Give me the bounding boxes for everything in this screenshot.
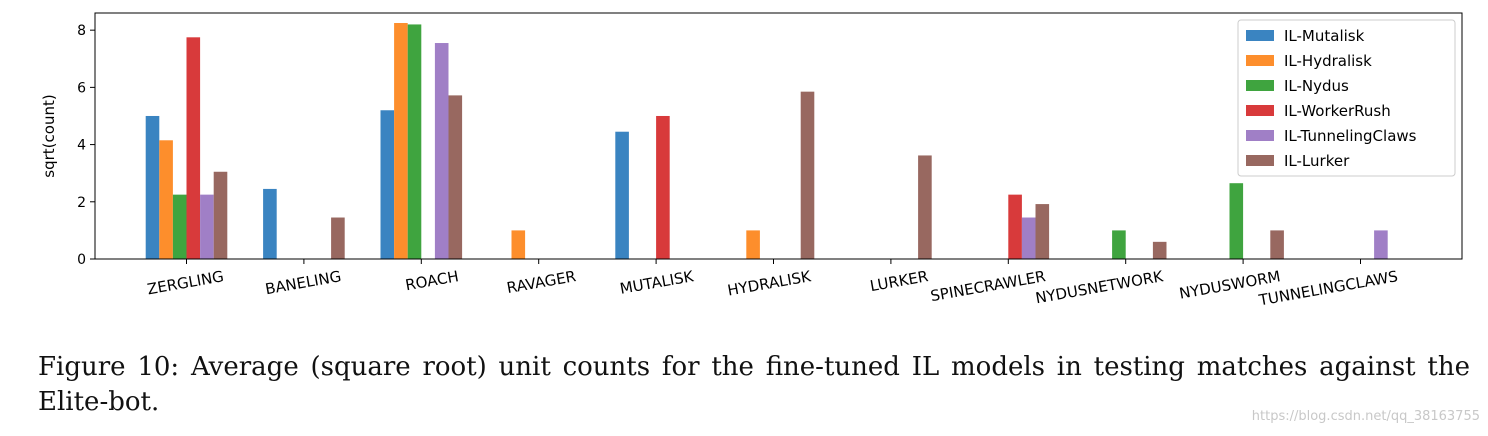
x-tick-label-roach: ROACH [404, 267, 460, 294]
bar-il-tunnelingclaws-spinecrawler [1021, 217, 1036, 259]
bar-il-mutalisk-baneling [263, 188, 277, 259]
plot-frame [94, 12, 1463, 260]
bar-il-lurker-zergling [213, 171, 228, 259]
legend-swatch-il-lurker [1246, 155, 1274, 166]
bar-il-lurker-nydusworm [1270, 230, 1284, 259]
bar-il-hydralisk-roach [394, 23, 408, 260]
bar-chart: 0 2 4 6 8 ZERGLING BANELING ROACH RAVAGER MUTALI… [40, 12, 1463, 310]
bar-il-lurker-spinecrawler [1035, 204, 1050, 259]
y-tick-label: 0 [77, 252, 86, 268]
bar-il-nydus-nydusworm [1229, 183, 1244, 259]
x-tick-label-baneling: BANELING [264, 267, 343, 298]
legend-swatch-il-tunnelingclaws [1246, 130, 1274, 141]
x-tick-label-spinecrawler: SPINECRAWLER [929, 267, 1047, 305]
bar-il-tunnelingclaws-tunnelingclaws [1374, 230, 1388, 259]
legend-label-il-workerrush: IL-WorkerRush [1284, 102, 1391, 120]
y-tick-label: 2 [77, 195, 86, 211]
bar-il-mutalisk-roach [380, 110, 395, 259]
bar-il-hydralisk-ravager [511, 230, 526, 259]
y-tick-label: 6 [77, 80, 86, 96]
legend: IL-Mutalisk IL-Hydralisk IL-Nydus IL-Worker… [1237, 19, 1456, 177]
bar-il-tunnelingclaws-zergling [200, 194, 214, 259]
bar-il-lurker-lurker [918, 155, 932, 259]
bar-il-workerrush-mutalisk [656, 115, 670, 259]
y-tick-label: 4 [77, 138, 86, 154]
legend-swatch-il-workerrush [1246, 105, 1274, 116]
x-tick-label-mutalisk: MUTALISK [618, 267, 695, 298]
bar-il-hydralisk-zergling [159, 140, 173, 259]
x-tick-label-hydralisk: HYDRALISK [726, 267, 813, 300]
bar-il-lurker-hydralisk [800, 91, 815, 259]
legend-box [1237, 19, 1456, 177]
legend-label-il-lurker: IL-Lurker [1284, 152, 1350, 170]
bar-il-nydus-nydusnetwork [1112, 230, 1126, 259]
bar-il-lurker-roach [448, 95, 463, 259]
bars [145, 23, 1388, 260]
bar-il-lurker-nydusnetwork [1152, 241, 1167, 259]
watermark: https://blog.csdn.net/qq_38163755 [1251, 409, 1480, 424]
x-tick-label-lurker: LURKER [869, 267, 930, 295]
legend-label-il-mutalisk: IL-Mutalisk [1284, 27, 1365, 45]
bar-il-mutalisk-mutalisk [615, 131, 629, 259]
legend-label-il-nydus: IL-Nydus [1284, 77, 1349, 95]
y-tick-label: 8 [77, 23, 86, 39]
bar-il-nydus-roach [407, 24, 422, 259]
legend-swatch-il-nydus [1246, 80, 1274, 91]
y-axis: 0 2 4 6 8 [77, 23, 95, 268]
legend-swatch-il-hydralisk [1246, 55, 1274, 66]
legend-label-il-hydralisk: IL-Hydralisk [1284, 52, 1372, 70]
bar-il-workerrush-spinecrawler [1008, 194, 1022, 259]
bar-il-mutalisk-zergling [145, 115, 160, 259]
x-tick-label-ravager: RAVAGER [505, 267, 577, 297]
bar-il-workerrush-zergling [186, 37, 201, 260]
legend-label-il-tunnelingclaws: IL-TunnelingClaws [1284, 127, 1417, 145]
x-axis: ZERGLING BANELING ROACH RAVAGER MUTALISK HYDR… [146, 259, 1399, 310]
figure-caption: Figure 10: Average (square root) unit co… [38, 352, 1470, 417]
bar-il-nydus-zergling [172, 194, 187, 259]
bar-il-lurker-baneling [331, 217, 345, 259]
x-tick-label-zergling: ZERGLING [146, 267, 225, 298]
x-tick-label-nydusnetwork: NYDUSNETWORK [1034, 267, 1166, 307]
y-axis-label: sqrt(count) [40, 94, 58, 177]
bar-il-hydralisk-hydralisk [746, 230, 760, 259]
bar-il-tunnelingclaws-roach [434, 43, 449, 259]
legend-swatch-il-mutalisk [1246, 30, 1274, 41]
